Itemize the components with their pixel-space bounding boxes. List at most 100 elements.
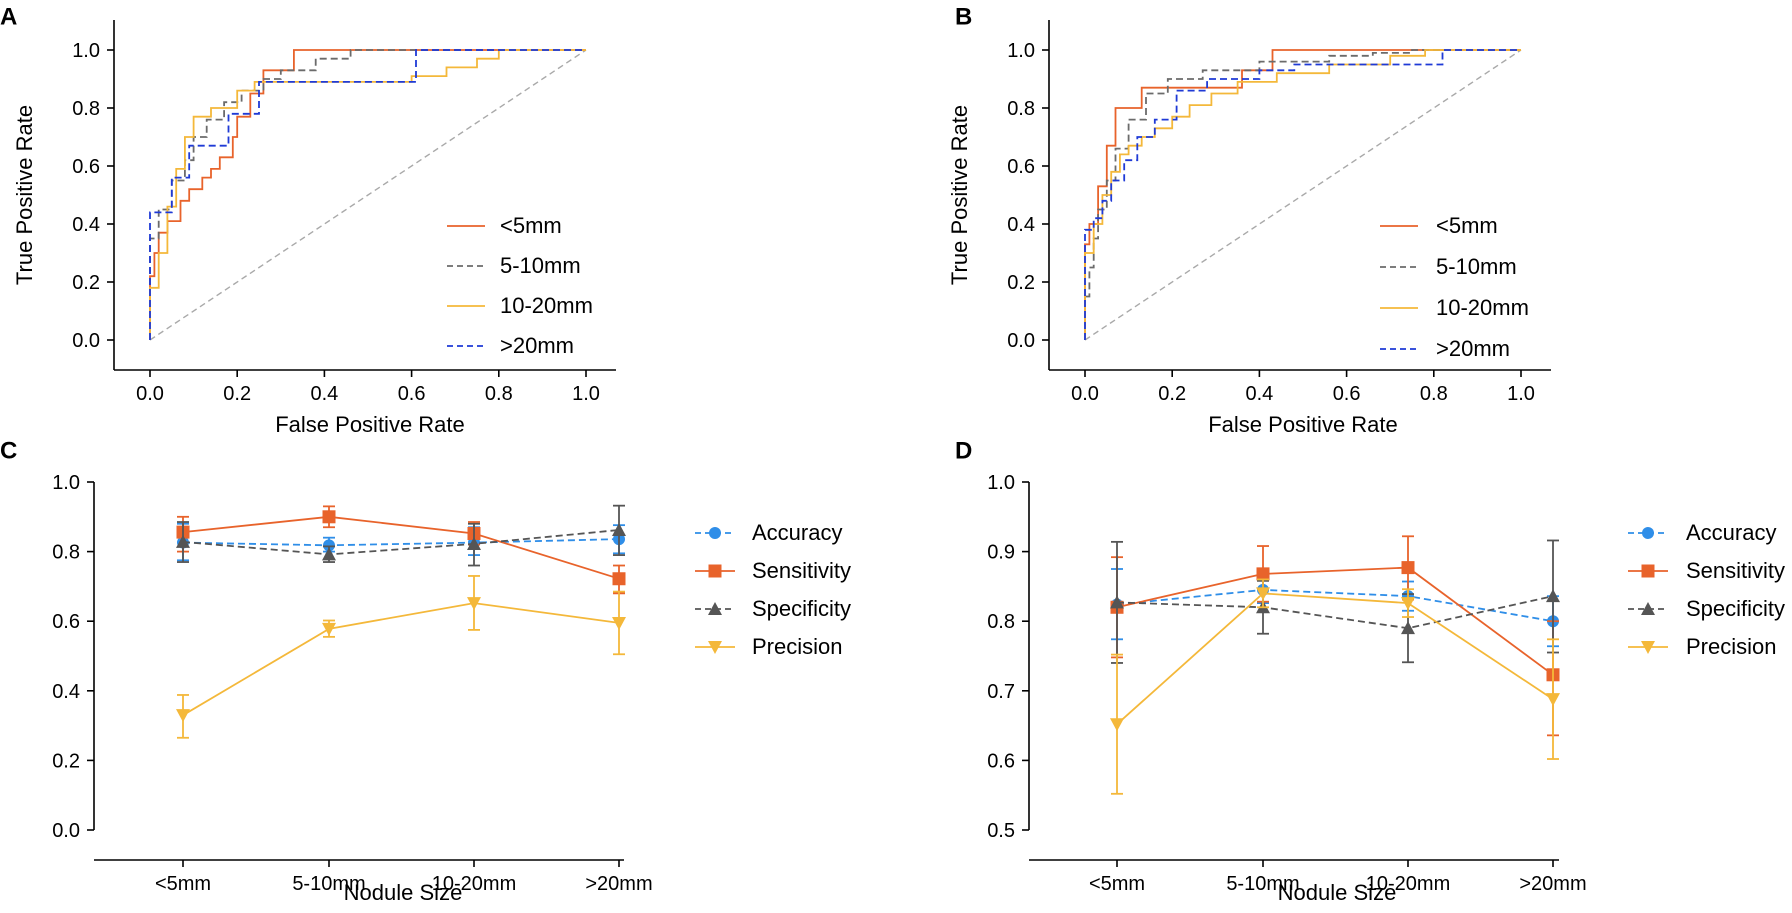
legend-marker-accuracy bbox=[1642, 527, 1654, 539]
y-tick-label: 0.4 bbox=[52, 681, 80, 703]
y-tick-label: 1.0 bbox=[52, 472, 80, 494]
data-point-specificity bbox=[467, 536, 481, 550]
series-precision bbox=[1110, 578, 1560, 795]
x-tick-label: 0.0 bbox=[1071, 383, 1099, 405]
y-tick-label: 0.0 bbox=[52, 820, 80, 842]
legend-marker-accuracy bbox=[709, 527, 721, 539]
x-tick-label: >20mm bbox=[585, 873, 652, 895]
x-tick-label: >20mm bbox=[1519, 873, 1586, 895]
y-tick-label: 1.0 bbox=[72, 40, 100, 62]
series-line-5-10mm bbox=[149, 49, 586, 340]
y-tick-label: 0.6 bbox=[52, 611, 80, 633]
x-tick-label: 10-20mm bbox=[1366, 873, 1450, 895]
data-point-sensitivity bbox=[1401, 561, 1415, 575]
legend-label-5-10mm: 5-10mm bbox=[1436, 254, 1517, 279]
panel-b-roc-chart: B 0.0 0.2 0.4 0.6 0.8 1.0 0.0 0.2 0.4 0.6 0.8 1.0 Fal… bbox=[947, 3, 1551, 437]
series-line-10-20mm bbox=[1084, 49, 1521, 340]
x-axis-title: Nodule Size bbox=[1278, 880, 1397, 905]
y-tick-label: 0.8 bbox=[1007, 98, 1035, 120]
x-tick-label: 1.0 bbox=[1507, 383, 1535, 405]
data-point-specificity bbox=[322, 547, 336, 561]
panel-letter: A bbox=[0, 3, 17, 30]
data-point-precision bbox=[1256, 587, 1270, 601]
y-tick-label: 0.8 bbox=[72, 98, 100, 120]
y-tick-label: 0.7 bbox=[987, 681, 1015, 703]
y-axis-title: True Positive Rate bbox=[12, 105, 37, 285]
series-precision bbox=[176, 575, 626, 739]
legend-label-gt20mm: >20mm bbox=[1436, 336, 1510, 361]
data-point-sensitivity bbox=[322, 510, 336, 524]
legend-label-precision: Precision bbox=[752, 634, 842, 659]
x-tick-label: 0.8 bbox=[485, 383, 513, 405]
legend-label-lt5mm: <5mm bbox=[1436, 213, 1498, 238]
series-accuracy bbox=[177, 522, 625, 562]
y-tick-label: 0.6 bbox=[72, 156, 100, 178]
x-tick-label: 0.4 bbox=[310, 383, 338, 405]
series-specificity bbox=[1110, 539, 1560, 664]
legend-label-specificity: Specificity bbox=[1686, 596, 1785, 621]
series-sensitivity bbox=[1110, 535, 1560, 737]
data-point-sensitivity bbox=[1256, 567, 1270, 581]
panel-d-metrics-chart: D 0.5 0.6 0.7 0.8 0.9 1.0 <5mm 5-10mm 10-20mm >20m… bbox=[955, 437, 1785, 905]
y-tick-label: 0.5 bbox=[987, 820, 1015, 842]
series-line-precision bbox=[1116, 592, 1554, 725]
legend-label-sensitivity: Sensitivity bbox=[1686, 558, 1785, 583]
legend-label-specificity: Specificity bbox=[752, 596, 851, 621]
x-tick-label: 0.2 bbox=[223, 383, 251, 405]
legend-label-sensitivity: Sensitivity bbox=[752, 558, 851, 583]
y-tick-label: 0.2 bbox=[72, 272, 100, 294]
y-tick-label: 0.6 bbox=[1007, 156, 1035, 178]
series-specificity bbox=[176, 504, 626, 567]
data-point-precision bbox=[612, 616, 626, 630]
x-axis-title: Nodule Size bbox=[344, 880, 463, 905]
panel-letter: D bbox=[955, 437, 972, 464]
x-tick-label: 0.6 bbox=[1333, 383, 1361, 405]
legend-marker-specificity bbox=[708, 602, 722, 615]
y-tick-label: 0.2 bbox=[1007, 272, 1035, 294]
series-line-specificity bbox=[182, 529, 620, 556]
series-line-sensitivity bbox=[182, 515, 620, 580]
reference-diagonal-line bbox=[1084, 49, 1522, 341]
x-axis-title: False Positive Rate bbox=[1208, 412, 1398, 437]
data-point-specificity bbox=[1110, 595, 1124, 609]
legend-marker-specificity bbox=[1641, 602, 1655, 615]
series-line-lt5mm bbox=[1084, 49, 1521, 340]
legend-label-accuracy: Accuracy bbox=[1686, 520, 1776, 545]
legend-label-precision: Precision bbox=[1686, 634, 1776, 659]
panel-letter: B bbox=[955, 3, 972, 30]
legend-label-accuracy: Accuracy bbox=[752, 520, 842, 545]
x-axis-title: False Positive Rate bbox=[275, 412, 465, 437]
legend: <5mm 5-10mm 10-20mm >20mm bbox=[447, 213, 593, 358]
data-point-specificity bbox=[1401, 621, 1415, 635]
legend-marker-precision bbox=[1641, 641, 1655, 654]
legend-label-lt5mm: <5mm bbox=[500, 213, 562, 238]
x-tick-label: 0.8 bbox=[1420, 383, 1448, 405]
legend: Accuracy Sensitivity Specificity Precision bbox=[695, 520, 851, 659]
y-tick-label: 0.6 bbox=[987, 750, 1015, 772]
x-tick-label: 0.2 bbox=[1158, 383, 1186, 405]
series-line-sensitivity bbox=[1116, 566, 1554, 676]
series-line-specificity bbox=[1116, 595, 1554, 630]
data-point-precision bbox=[1546, 693, 1560, 707]
series-line-gt20mm bbox=[1084, 49, 1521, 340]
data-point-specificity bbox=[612, 523, 626, 537]
legend-marker-sensitivity bbox=[708, 564, 722, 578]
data-point-precision bbox=[467, 597, 481, 611]
legend-marker-sensitivity bbox=[1641, 564, 1655, 578]
legend-label-10-20mm: 10-20mm bbox=[500, 293, 593, 318]
data-point-precision bbox=[176, 709, 190, 723]
data-point-precision bbox=[1401, 597, 1415, 611]
data-point-precision bbox=[1110, 718, 1124, 732]
data-point-specificity bbox=[176, 534, 190, 548]
y-tick-label: 0.2 bbox=[52, 750, 80, 772]
y-tick-label: 0.8 bbox=[52, 542, 80, 564]
x-tick-label: <5mm bbox=[155, 873, 211, 895]
y-tick-label: 0.9 bbox=[987, 542, 1015, 564]
y-tick-label: 0.0 bbox=[72, 330, 100, 352]
data-point-accuracy bbox=[323, 539, 335, 552]
x-tick-label: 0.6 bbox=[398, 383, 426, 405]
y-tick-label: 0.0 bbox=[1007, 330, 1035, 352]
x-tick-label: 5-10mm bbox=[292, 873, 365, 895]
panel-c-metrics-chart: C 0.0 0.2 0.4 0.6 0.8 1.0 <5mm 5-10mm 10-20mm >20m… bbox=[0, 437, 851, 905]
x-tick-label: 0.4 bbox=[1245, 383, 1273, 405]
